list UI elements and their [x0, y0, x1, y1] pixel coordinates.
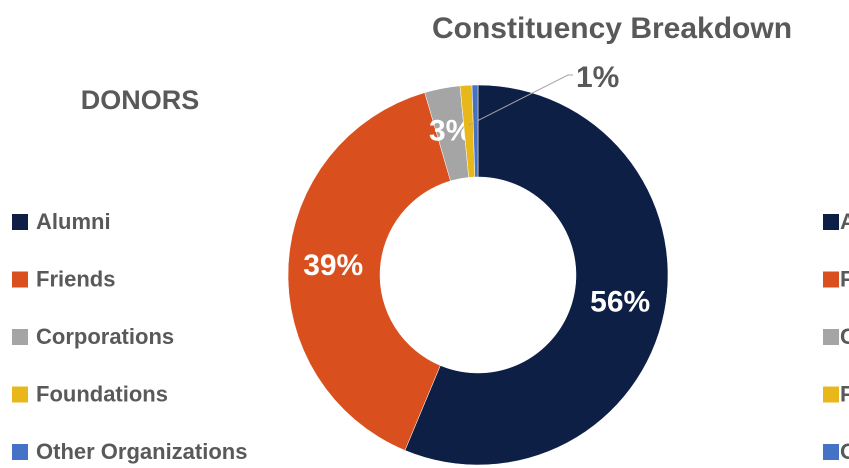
data-label: 1%	[576, 61, 619, 94]
legend-swatch-cropped	[823, 444, 839, 460]
legend-swatch	[12, 444, 28, 460]
legend-label-cropped: Corporations	[840, 324, 849, 349]
legend-swatch-cropped	[823, 214, 839, 230]
slice	[404, 84, 669, 466]
legend-swatch-cropped	[823, 386, 839, 403]
slice	[287, 92, 451, 451]
legend-label-cropped: Foundations	[840, 381, 849, 406]
legend-swatch	[12, 214, 28, 230]
legend-label: Other Organizations	[36, 439, 247, 464]
chart-subtitle: DONORS	[81, 85, 200, 115]
legend-label: Foundations	[36, 381, 168, 406]
legend-swatch	[12, 329, 28, 345]
slice	[471, 84, 479, 178]
legend-label-cropped: Other Organizations	[840, 439, 849, 464]
legend-label: Friends	[36, 266, 115, 291]
chart-title: Constituency Breakdown	[432, 12, 792, 45]
data-label: 39%	[303, 249, 363, 282]
legend-label-cropped: Alumni	[840, 209, 849, 234]
data-label: 56%	[590, 285, 650, 318]
legend-label: Corporations	[36, 324, 174, 349]
legend-swatch	[12, 271, 28, 288]
legend-swatch	[12, 386, 28, 403]
legend-label: Alumni	[36, 209, 111, 234]
legend-swatch-cropped	[823, 329, 839, 345]
leader-line	[468, 74, 573, 126]
legend-swatch-cropped	[823, 271, 839, 288]
legend-label-cropped: Friends	[840, 266, 849, 291]
